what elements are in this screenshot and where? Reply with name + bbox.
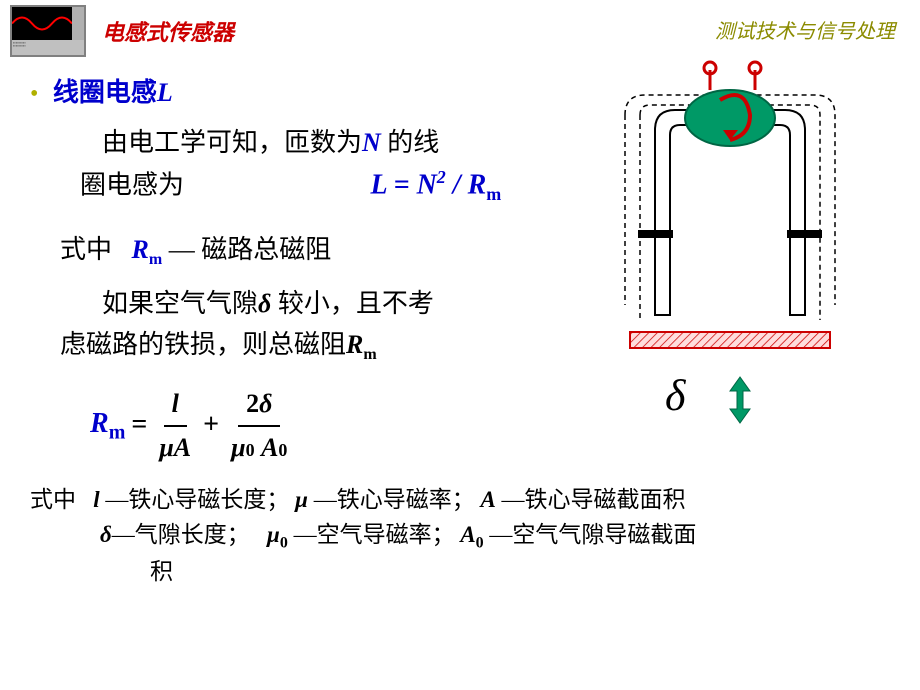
delta-label: δ (665, 370, 685, 421)
formula-reluctance: Rm = l μA + 2δ μ0 A0 (90, 383, 570, 468)
paragraph-2-line2: 虑磁路的铁损，则总磁阻Rm (60, 324, 570, 368)
paragraph-1-line2: 圈电感为 L = N2 / Rm (80, 163, 570, 209)
slide-header: ▪▪▪▪▪▪▪▪▪▪▪▪▪▪▪▪▪▪ 电感式传感器 测试技术与信号处理 (0, 0, 920, 62)
legend: 式中 l —铁心导磁长度； μ —铁心导磁率； A —铁心导磁截面积 δ—气隙长… (30, 483, 890, 590)
inductor-diagram: δ (590, 60, 890, 440)
inductor-svg (590, 60, 890, 360)
where-clause-1: 式中 Rm — 磁路总磁阻 (60, 229, 570, 273)
paragraph-2-line1: 如果空气气隙δ 较小，且不考 (102, 283, 570, 325)
header-title-main: 电感式传感器 (102, 15, 234, 47)
updown-arrow-icon (725, 375, 755, 425)
section-heading: • 线圈电感L (30, 72, 570, 114)
formula-inductance: L = N2 / Rm (371, 163, 502, 209)
paragraph-1-line1: 由电工学可知，匝数为N 的线 (102, 122, 570, 164)
header-title-right: 测试技术与信号处理 (715, 15, 895, 44)
oscilloscope-icon: ▪▪▪▪▪▪▪▪▪▪▪▪▪▪▪▪▪▪ (10, 5, 86, 57)
